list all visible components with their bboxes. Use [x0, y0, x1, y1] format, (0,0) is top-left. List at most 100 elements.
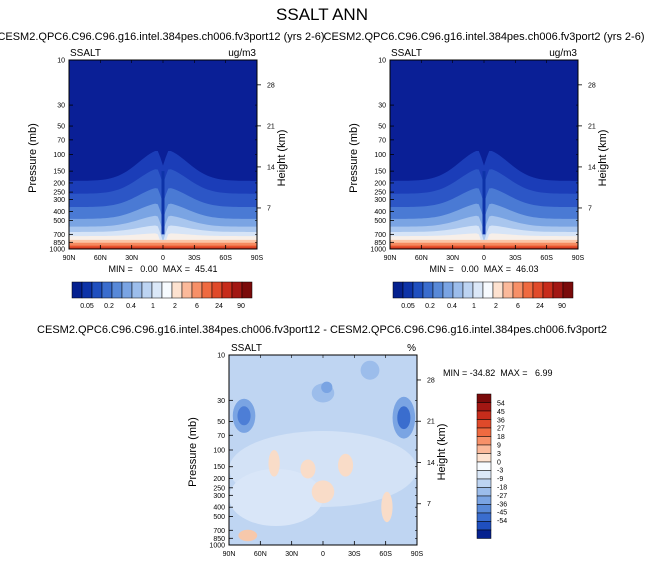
- colorbar-label: 90: [558, 303, 566, 310]
- colorbar-label: 1: [472, 303, 476, 310]
- colorbar-swatch: [476, 470, 492, 480]
- y-tick-label: 250: [53, 190, 65, 197]
- colorbar-swatch: [476, 529, 492, 539]
- y-tick-label: 10: [378, 58, 386, 65]
- colorbar-label: -54: [497, 518, 507, 525]
- contour-blob: [237, 406, 251, 426]
- colorbar-swatch: [476, 487, 492, 497]
- y-tick-label: 150: [213, 464, 225, 471]
- colorbar: 0.05 0.2 0.4 1 2 6 24 90: [71, 281, 253, 310]
- right-tick-label: 21: [588, 123, 596, 130]
- colorbar-swatch: [522, 281, 534, 299]
- colorbar-swatch: [91, 281, 103, 299]
- field-label: SSALT: [231, 343, 262, 354]
- y-tick-label: 500: [213, 514, 225, 521]
- y-tick-label: 250: [213, 485, 225, 492]
- colorbar-swatch: [476, 512, 492, 522]
- right-tick-label: 28: [588, 82, 596, 89]
- y-tick-label: 30: [378, 103, 386, 110]
- contour-blob: [360, 360, 380, 380]
- x-tick-label: 60N: [254, 551, 267, 558]
- y-axis-label: Pressure (mb): [27, 123, 39, 193]
- colorbar-swatch: [81, 281, 93, 299]
- colorbar-swatch: [476, 453, 492, 463]
- colorbar-label: -18: [497, 485, 507, 492]
- y-axis-label-right: Height (km): [276, 130, 288, 187]
- colorbar-swatch: [502, 281, 514, 299]
- x-tick-label: 90N: [63, 255, 76, 262]
- y-tick-label: 250: [374, 190, 386, 197]
- y-axis-label-right: Height (km): [436, 424, 448, 481]
- y-tick-label: 300: [374, 197, 386, 204]
- x-tick-label: 60N: [415, 255, 428, 262]
- plot-frame: [389, 59, 579, 250]
- contour-blob: [268, 450, 280, 477]
- colorbar-swatch: [171, 281, 183, 299]
- contour-plot: 1030507010015020025030040050070085010009…: [209, 353, 434, 559]
- x-tick-label: 60S: [379, 551, 392, 558]
- y-tick-label: 500: [374, 218, 386, 225]
- colorbar-swatch: [476, 478, 492, 488]
- colorbar-swatch: [412, 281, 424, 299]
- y-tick-label: 1000: [370, 247, 386, 254]
- colorbar-swatch: [476, 419, 492, 429]
- chart-title: CESM2.QPC6.C96.C96.g16.intel.384pes.ch00…: [324, 31, 645, 43]
- plot-frame: [228, 354, 418, 546]
- y-tick-label: 100: [53, 152, 65, 159]
- colorbar-swatch: [532, 281, 544, 299]
- colorbar-label: 0: [497, 459, 501, 466]
- y-tick-label: 50: [57, 124, 65, 131]
- contour-blob: [338, 453, 354, 477]
- colorbar-swatch: [432, 281, 444, 299]
- field-label: SSALT: [70, 48, 101, 59]
- colorbar-swatch: [476, 504, 492, 514]
- colorbar-label: 0.4: [126, 303, 136, 310]
- colorbar-swatch: [392, 281, 404, 299]
- right-tick-label: 28: [427, 377, 435, 384]
- stats-text: MIN = 0.00 MAX = 46.03: [429, 264, 538, 274]
- plot-frame: [68, 59, 258, 250]
- colorbar-label: 6: [516, 303, 520, 310]
- y-tick-label: 150: [53, 169, 65, 176]
- y-tick-label: 700: [213, 528, 225, 535]
- y-tick-label: 300: [213, 493, 225, 500]
- x-tick-label: 30N: [285, 551, 298, 558]
- colorbar-swatch: [562, 281, 574, 299]
- y-tick-label: 200: [374, 180, 386, 187]
- colorbar-label: 27: [497, 426, 505, 433]
- colorbar-swatch: [476, 393, 492, 403]
- colorbar-label: -9: [497, 476, 503, 483]
- units-label: ug/m3: [549, 48, 577, 59]
- colorbar-label: 54: [497, 401, 505, 408]
- x-tick-label: 0: [161, 255, 165, 262]
- y-axis-label: Pressure (mb): [348, 123, 360, 193]
- field-label: SSALT: [391, 48, 422, 59]
- colorbar-swatch: [462, 281, 474, 299]
- colorbar-swatch: [452, 281, 464, 299]
- colorbar-swatch: [141, 281, 153, 299]
- colorbar-label: 2: [173, 303, 177, 310]
- y-tick-label: 10: [217, 353, 225, 360]
- colorbar-label: 0.05: [80, 303, 94, 310]
- x-tick-label: 30N: [446, 255, 459, 262]
- colorbar-swatch: [71, 281, 83, 299]
- colorbar-swatch: [542, 281, 554, 299]
- colorbar-swatch: [472, 281, 484, 299]
- colorbar-label: 3: [497, 451, 501, 458]
- y-tick-label: 850: [374, 240, 386, 247]
- contour-blob: [381, 491, 393, 523]
- colorbar-label: 24: [215, 303, 223, 310]
- colorbar-swatch: [131, 281, 143, 299]
- colorbar-swatch: [231, 281, 243, 299]
- colorbar-label: 9: [497, 443, 501, 450]
- y-tick-label: 30: [217, 398, 225, 405]
- y-tick-label: 1000: [209, 543, 225, 550]
- x-tick-label: 90S: [251, 255, 264, 262]
- right-tick-label: 7: [588, 205, 592, 212]
- colorbar-label: -27: [497, 493, 507, 500]
- page-title: SSALT ANN: [276, 5, 368, 24]
- contour-blob: [311, 480, 335, 504]
- contour-plot: 1030507010015020025030040050070085010009…: [49, 58, 274, 263]
- chart-panel-bottom: CESM2.QPC6.C96.C96.g16.intel.384pes.ch00…: [37, 324, 607, 558]
